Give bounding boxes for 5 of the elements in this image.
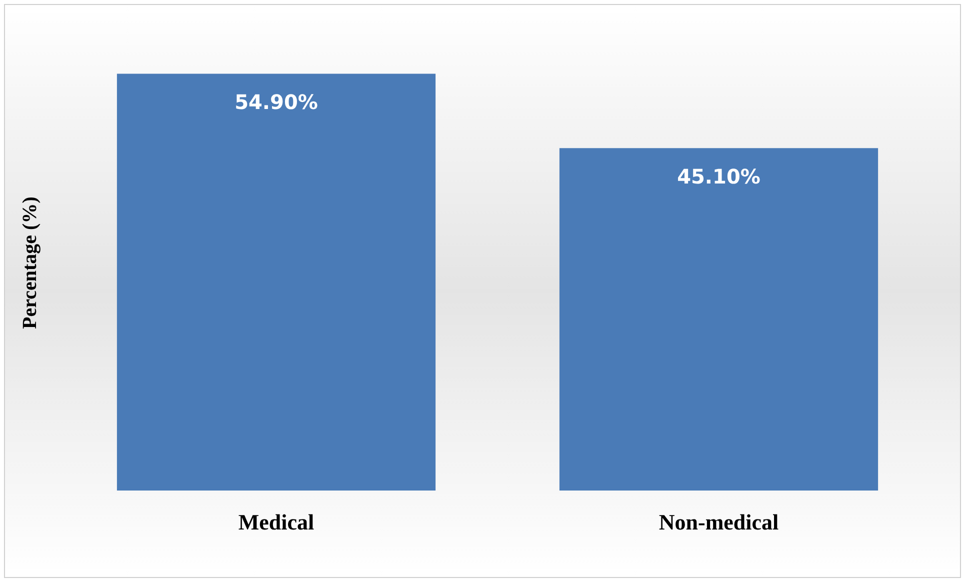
x-tick-label: Non-medical [658, 509, 779, 534]
data-label: 45.10% [677, 164, 760, 188]
data-label: 54.90% [234, 90, 318, 114]
y-axis-title: Percentage (%) [19, 196, 42, 329]
x-tick-label: Medical [238, 509, 314, 534]
